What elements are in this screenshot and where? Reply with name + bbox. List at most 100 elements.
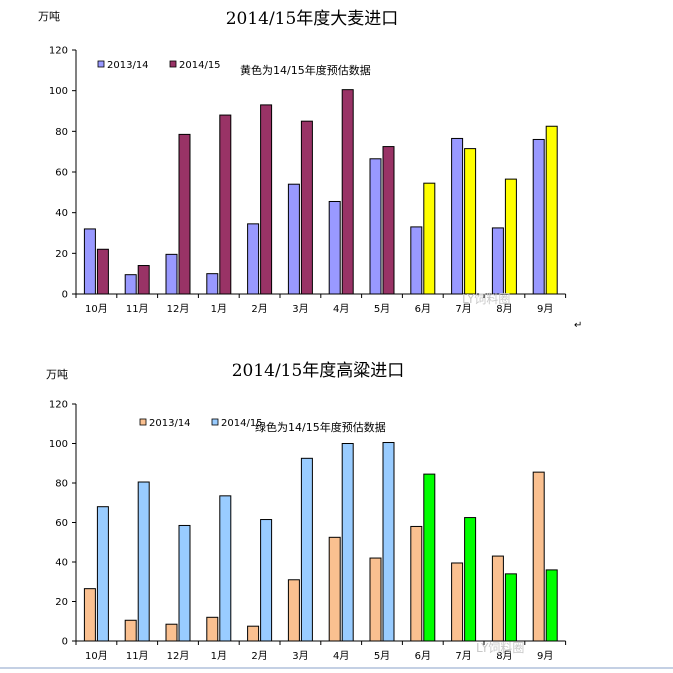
bar-2014-15-9 [464,148,477,295]
y-tick-label: 100 [49,439,68,450]
bar-2013-14-4 [247,223,260,295]
paragraph-mark-icon: ↵ [574,320,582,331]
bar-2014-15-4 [260,519,273,642]
x-tick-label: 5月 [374,303,390,315]
bar-2013-14-1 [124,619,137,642]
bar-2014-15-0 [96,506,109,642]
bar-2014-15-9 [464,517,477,642]
legend-label: 2013/14 [107,60,149,71]
bar-2013-14-4 [247,625,260,642]
bar-2013-14-0 [83,228,96,295]
x-tick-label: 11月 [126,303,149,315]
estimate-note: 黄色为14/15年度预估数据 [240,63,371,77]
bar-2013-14-10 [491,555,504,642]
estimate-note: 绿色为14/15年度预估数据 [255,420,386,434]
x-tick-label: 1月 [211,650,227,662]
legend-label: 2014/15 [221,418,263,429]
bar-2013-14-6 [328,536,341,642]
bar-2014-15-11 [545,125,558,295]
bar-2013-14-7 [369,557,382,642]
watermark-text: LY饲料圈 [462,292,510,306]
chart-title: 2014/15年度高粱进口 [232,361,405,381]
bar-2014-15-11 [545,569,558,642]
bar-2014-15-3 [219,495,232,642]
bar-2013-14-2 [165,623,178,642]
bar-2013-14-9 [451,137,464,295]
y-tick-label: 60 [55,168,68,179]
x-tick-label: 5月 [374,650,390,662]
bar-2014-15-5 [300,457,313,642]
bar-2014-15-6 [341,89,354,295]
bar-2014-15-10 [504,178,517,295]
legend-swatch [97,60,105,68]
x-tick-label: 8月 [496,303,512,315]
bar-2013-14-7 [369,158,382,295]
bar-2013-14-8 [410,226,423,295]
x-tick-label: 12月 [167,650,190,662]
bar-2013-14-2 [165,253,178,295]
bar-2013-14-8 [410,525,423,642]
bar-2013-14-10 [491,227,504,295]
x-tick-label: 3月 [292,650,308,662]
bar-2014-15-2 [178,133,191,295]
x-tick-label: 8月 [496,650,512,662]
x-tick-label: 7月 [455,650,471,662]
x-tick-label: 11月 [126,650,149,662]
x-tick-label: 2月 [251,650,267,662]
chart-title: 2014/15年度大麦进口 [226,9,399,29]
chart-1: 2014/15年度大麦进口 万吨 0 20 40 60 80 100 120 10月 11月 12月 1… [38,9,567,315]
bar-2014-15-2 [178,524,191,642]
bar-2013-14-0 [83,588,96,642]
bar-2013-14-5 [287,183,300,295]
bar-2014-15-7 [382,442,395,642]
y-tick-label: 0 [62,637,68,648]
y-axis-unit-label: 万吨 [38,10,60,23]
y-tick-label: 40 [55,208,68,219]
bar-2014-15-8 [423,182,436,295]
watermark-text: LY饲料圈 [476,641,524,655]
x-tick-label: 9月 [537,303,553,315]
legend: 2013/14 2014/15 [139,418,263,429]
bar-2013-14-1 [124,274,137,295]
legend-label: 2013/14 [149,418,191,429]
bar-2013-14-3 [206,273,219,295]
y-tick-label: 120 [49,400,68,411]
bar-2014-15-8 [423,473,436,642]
x-tick-label: 12月 [167,303,190,315]
bar-2013-14-6 [328,200,341,295]
bar-2014-15-1 [137,481,150,642]
bar-2014-15-7 [382,146,395,295]
bar-2013-14-9 [451,562,464,642]
bar-2013-14-5 [287,579,300,642]
x-tick-label: 4月 [333,303,349,315]
bar-2014-15-0 [96,248,109,295]
y-tick-label: 120 [49,46,68,57]
bar-2013-14-3 [206,616,219,642]
bar-2014-15-3 [219,114,232,295]
bar-2014-15-10 [504,573,517,642]
y-axis-unit-label: 万吨 [46,368,68,381]
x-tick-label: 6月 [415,650,431,662]
y-tick-label: 60 [55,518,68,529]
x-tick-label: 1月 [211,303,227,315]
x-tick-label: 10月 [85,650,108,662]
x-tick-label: 4月 [333,650,349,662]
legend-swatch [169,60,177,68]
y-tick-label: 40 [55,558,68,569]
legend-label: 2014/15 [179,60,221,71]
y-tick-label: 20 [55,597,68,608]
legend-swatch [139,418,147,426]
x-tick-label: 2月 [251,303,267,315]
bar-2014-15-4 [260,104,273,295]
x-tick-label: 7月 [455,303,471,315]
x-tick-label: 10月 [85,303,108,315]
y-tick-label: 80 [55,479,68,490]
legend-swatch [211,418,219,426]
legend: 2013/14 2014/15 [97,60,221,71]
x-tick-label: 3月 [292,303,308,315]
bar-2014-15-5 [300,120,313,295]
y-tick-label: 100 [49,86,68,97]
bar-2013-14-11 [532,471,545,642]
y-tick-label: 20 [55,249,68,260]
